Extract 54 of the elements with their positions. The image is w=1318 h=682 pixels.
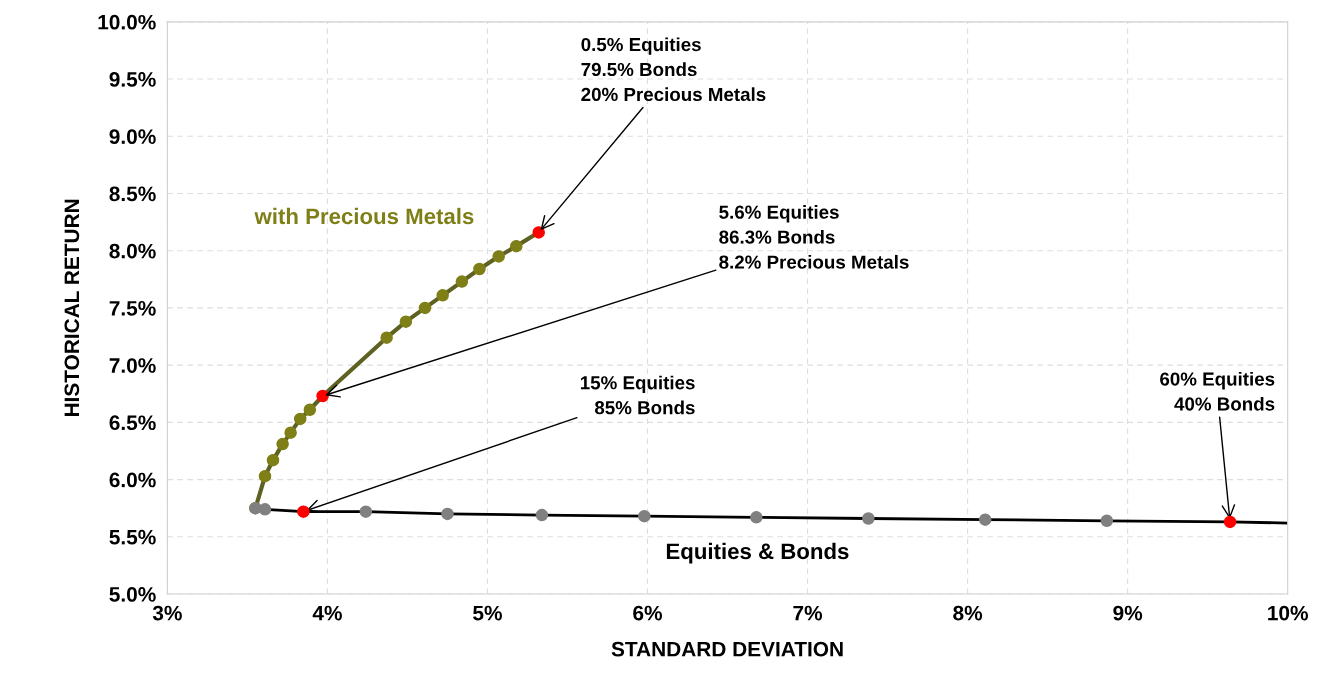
point — [750, 511, 763, 524]
annotation: 60% Equities 40% Bonds — [1160, 371, 1275, 411]
y-tick-label: 6.5% — [109, 415, 156, 431]
x-tick-label: 6% — [633, 605, 663, 621]
point — [293, 412, 307, 426]
point — [258, 503, 272, 516]
y-axis-title: HISTORICAL RETURN — [64, 199, 80, 417]
x-tick-label: 9% — [1113, 605, 1143, 621]
point — [473, 262, 486, 276]
y-tick-label: 5.0% — [109, 587, 156, 602]
series-label: Equities & Bonds — [666, 542, 849, 564]
point — [862, 512, 875, 525]
point — [316, 389, 329, 403]
y-tick-label: 9.5% — [109, 72, 156, 87]
point — [455, 275, 469, 288]
x-tick-label: 7% — [793, 605, 823, 621]
x-axis-title: STANDARD DEVIATION — [611, 641, 843, 657]
point — [492, 250, 505, 263]
point — [418, 301, 432, 315]
point — [258, 469, 272, 483]
y-tick-label: 8.5% — [109, 186, 156, 202]
y-tick-label: 7.0% — [109, 358, 156, 373]
point — [436, 289, 449, 302]
point — [535, 508, 549, 522]
point — [266, 453, 280, 467]
point — [380, 331, 393, 344]
point — [276, 437, 289, 451]
series-label: with Precious Metals — [254, 207, 474, 225]
point — [297, 505, 310, 518]
point — [284, 426, 297, 439]
y-tick-label: 10.0% — [98, 14, 156, 30]
x-tick-label: 4% — [312, 605, 342, 621]
annotation: 0.5% Equities 79.5% Bonds 20% Precious Metals — [581, 37, 766, 102]
point — [303, 403, 317, 417]
y-tick-label: 6.0% — [109, 472, 156, 488]
point — [441, 507, 454, 521]
y-tick-label: 5.5% — [109, 529, 156, 545]
y-tick-label: 9.0% — [109, 129, 156, 145]
x-tick-label: 8% — [953, 605, 983, 621]
point — [532, 226, 545, 239]
annotation: 5.6% Equities 86.3% Bonds 8.2% Precious Metals — [719, 205, 909, 269]
y-tick-label: 7.5% — [109, 300, 156, 316]
point — [399, 315, 413, 328]
point — [1223, 515, 1237, 529]
x-tick-label: 10% — [1268, 605, 1308, 621]
x-tick-label: 3% — [152, 605, 182, 621]
annotation: 15% Equities 85% Bonds — [580, 375, 695, 415]
x-tick-label: 5% — [473, 605, 502, 621]
point — [1100, 514, 1114, 528]
point — [510, 239, 523, 253]
y-tick-label: 8.0% — [109, 243, 156, 259]
point — [638, 509, 651, 523]
point — [978, 513, 992, 526]
point — [359, 505, 373, 518]
